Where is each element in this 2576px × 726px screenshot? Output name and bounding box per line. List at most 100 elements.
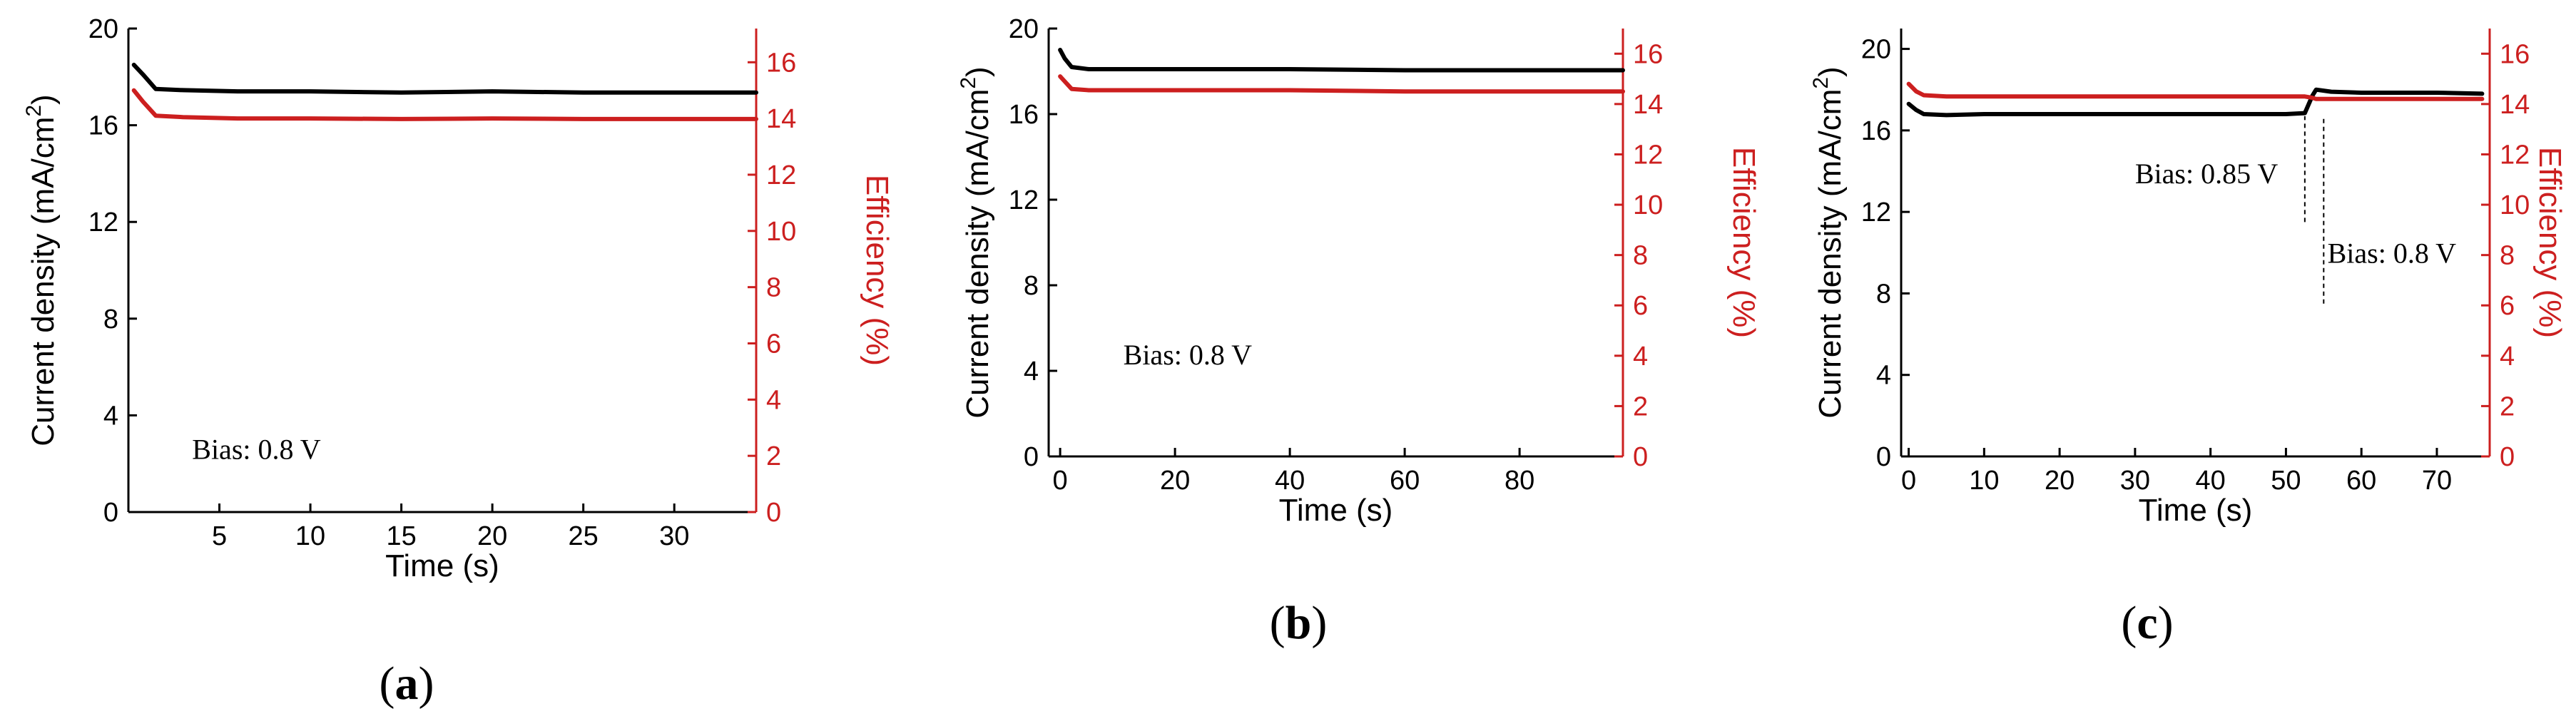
left-y-tick-label: 4 [1876,361,1891,391]
efficiency-line [1058,74,1625,94]
panel-label: (a) [380,658,434,710]
left-y-axis-title-superscript: 2 [957,77,980,89]
x-tick-label: 10 [1969,466,1999,496]
left-y-axis-title-main: Current density (mA/cm [1813,89,1848,419]
x-tick-label: 20 [2045,466,2074,496]
x-tick-label: 5 [212,521,227,551]
left-y-axis-title-main: Current density (mA/cm [960,89,995,419]
x-tick-label: 30 [2120,466,2150,496]
x-tick-label: 25 [569,521,599,551]
right-y-tick-label: 16 [766,48,796,78]
left-y-tick-label: 12 [1861,198,1891,227]
right-y-tick-label: 14 [2500,90,2530,120]
x-tick-label: 10 [295,521,325,551]
right-y-tick-label: 4 [1633,342,1648,372]
left-y-tick-label: 16 [88,111,118,141]
left-y-tick-label: 20 [88,14,118,44]
bias-annotation: Bias: 0.85 V [2135,158,2279,190]
left-y-axis-title-main: Current density (mA/cm [26,117,61,446]
right-y-tick-label: 6 [1633,291,1648,321]
left-y-tick-label: 0 [1024,442,1039,472]
left-y-tick-label: 0 [1876,442,1891,472]
right-y-axis-title: Efficiency (%) [2532,147,2567,338]
left-y-axis-title: Current density (mA/cm2) [957,66,995,418]
current-density-line [131,62,758,95]
x-tick-label: 40 [1275,466,1305,496]
left-y-axis-title: Current density (mA/cm2) [1809,66,1848,418]
right-y-tick-label: 10 [766,217,796,247]
right-y-tick-label: 4 [766,385,781,415]
right-y-tick-label: 12 [2500,140,2530,170]
left-y-tick-label: 20 [1009,14,1039,44]
right-y-tick-label: 0 [766,498,781,528]
x-tick-label: 20 [1160,466,1190,496]
panel-label-close: ) [2158,597,2174,649]
x-tick-label: 0 [1053,466,1068,496]
left-y-tick-label: 20 [1861,35,1891,65]
right-y-tick-label: 16 [1633,39,1663,69]
right-y-tick-label: 12 [1633,140,1663,170]
x-tick-label: 60 [2346,466,2376,496]
right-y-tick-label: 6 [766,329,781,359]
right-y-tick-label: 0 [1633,442,1648,472]
left-y-tick-label: 8 [1024,271,1039,301]
efficiency-line [1906,81,2485,101]
chart-panel-a: 5 10 15 20 25 30 0 4 8 12 16 20 0 2 4 6 8 10 12 14 16 Time (s… [22,14,895,710]
right-y-tick-label: 2 [2500,392,2515,421]
left-y-tick-label: 16 [1861,116,1891,146]
x-axis-title: Time (s) [385,548,499,583]
panel-label-letter: c [2137,597,2157,649]
left-y-axis-title-superscript: 2 [1809,77,1833,89]
x-tick-label: 40 [2196,466,2226,496]
left-y-tick-label: 4 [1024,357,1039,387]
x-axis-title: Time (s) [2139,493,2253,528]
right-y-tick-label: 8 [1633,241,1648,271]
panel-label-close: ) [419,658,434,710]
x-tick-label: 50 [2271,466,2301,496]
efficiency-line [131,88,758,121]
right-y-tick-label: 10 [2500,190,2530,220]
x-tick-label: 0 [1901,466,1916,496]
right-y-tick-label: 14 [766,104,796,134]
left-y-tick-label: 4 [103,401,118,431]
x-tick-label: 15 [386,521,416,551]
x-tick-label: 70 [2422,466,2452,496]
panel-label-open: ( [1270,597,1286,649]
bias-annotation: Bias: 0.8 V [1124,339,1253,371]
right-y-tick-label: 0 [2500,442,2515,472]
right-y-tick-label: 8 [2500,241,2515,271]
current-density-line [1058,48,1625,73]
panel-label-letter: a [395,658,419,710]
right-y-tick-label: 14 [1633,90,1663,120]
left-y-tick-label: 8 [1876,279,1891,309]
x-tick-label: 80 [1505,466,1534,496]
panel-label: (b) [1270,597,1328,649]
right-y-tick-label: 4 [2500,342,2515,372]
left-y-axis-title-close: ) [960,66,995,77]
panel-label-open: ( [380,658,395,710]
panel-label-letter: b [1286,597,1312,649]
left-y-tick-label: 12 [88,208,118,237]
right-y-tick-label: 10 [1633,190,1663,220]
left-y-tick-label: 0 [103,498,118,528]
current-density-line [1906,87,2485,118]
left-y-tick-label: 16 [1009,100,1039,130]
chart-panel-b: 0 20 40 60 80 0 4 8 12 16 20 0 2 4 6 8 10 12 14 16 Time (s) C… [957,14,1761,649]
x-tick-label: 60 [1390,466,1420,496]
panel-label: (c) [2121,597,2173,649]
right-y-tick-label: 12 [766,160,796,190]
x-tick-label: 30 [659,521,689,551]
right-y-tick-label: 2 [766,441,781,471]
right-y-tick-label: 6 [2500,291,2515,321]
right-y-tick-label: 8 [766,273,781,303]
bias-annotation: Bias: 0.8 V [192,433,321,465]
panel-label-close: ) [1311,597,1327,649]
right-y-tick-label: 16 [2500,39,2530,69]
left-y-axis-title-close: ) [1813,66,1848,77]
left-y-tick-label: 8 [103,305,118,334]
left-y-tick-label: 12 [1009,185,1039,215]
right-y-axis-title: Efficiency (%) [1726,147,1761,338]
panel-label-open: ( [2121,597,2137,649]
right-y-axis-title: Efficiency (%) [860,175,895,366]
